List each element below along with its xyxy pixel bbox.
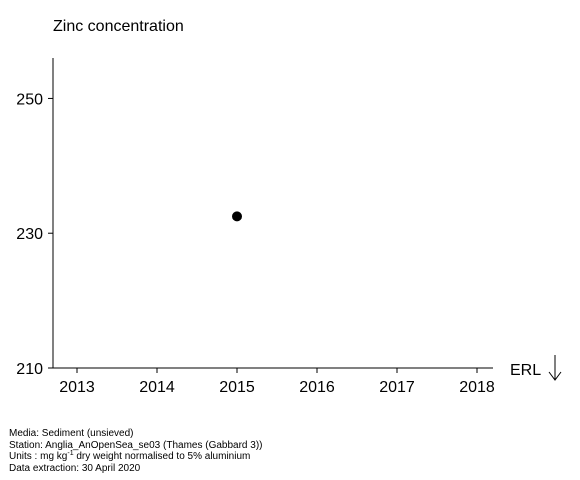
footer-metadata: Media: Sediment (unsieved) Station: Angl…	[9, 428, 263, 474]
y-tick-label: 210	[16, 361, 43, 378]
x-tick-label: 2013	[59, 379, 95, 396]
data-points	[232, 211, 242, 222]
x-tick-label: 2018	[459, 379, 495, 396]
axes	[52, 58, 493, 369]
erl-arrow-head	[548, 371, 562, 381]
chart-plot: 210 230 250 2013 2014 2015 2016 2017 2018 ERL	[16, 58, 562, 396]
y-axis-ticks: 210 230 250	[16, 91, 53, 378]
footer-extraction: Data extraction: 30 April 2020	[9, 462, 141, 474]
y-tick-label: 250	[16, 91, 43, 108]
footer-media: Media: Sediment (unsieved)	[9, 428, 134, 439]
chart-title: Zinc concentration	[53, 18, 184, 35]
erl-label: ERL	[510, 362, 541, 379]
units-prefix: Units : mg kg	[9, 451, 68, 462]
x-axis-ticks: 2013 2014 2015 2016 2017 2018	[59, 368, 495, 396]
x-tick-label: 2016	[299, 379, 335, 396]
units-exponent: -1	[67, 450, 74, 457]
footer-units: Units : mg kg-1 dry weight normalised to…	[9, 450, 263, 463]
x-tick-label: 2014	[139, 379, 175, 396]
reference-marker: ERL	[510, 355, 562, 381]
data-point	[232, 211, 242, 222]
footer-station: Station: Anglia_AnOpenSea_se03 (Thames (…	[9, 439, 263, 451]
units-suffix: dry weight normalised to 5% aluminium	[73, 451, 251, 462]
y-tick-label: 230	[16, 226, 43, 243]
x-tick-label: 2017	[379, 379, 415, 396]
x-tick-label: 2015	[219, 379, 255, 396]
